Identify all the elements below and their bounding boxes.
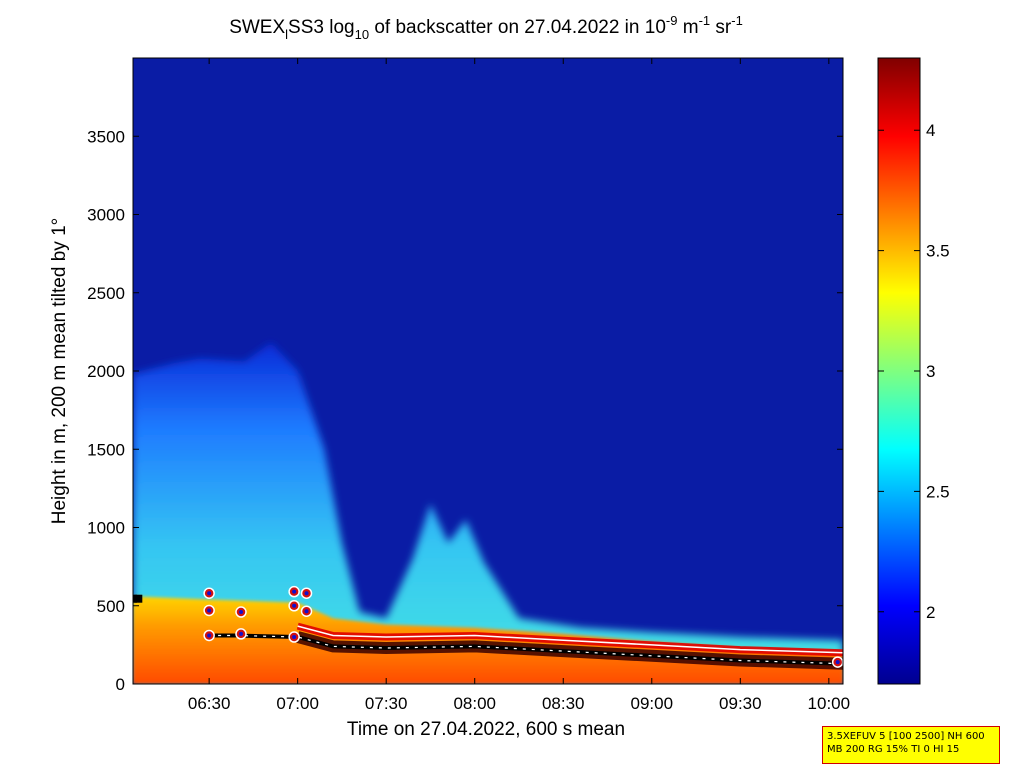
y-axis-label: Height in m, 200 m mean tilted by 1° <box>49 218 70 524</box>
x-tick-label: 09:30 <box>719 694 762 713</box>
colorbar-tick-label: 3 <box>926 362 935 381</box>
x-tick-label: 07:30 <box>365 694 408 713</box>
y-tick-label: 2000 <box>87 362 125 381</box>
x-tick-label: 08:00 <box>453 694 496 713</box>
x-axis: 06:30 07:00 07:30 08:00 08:30 09:00 09:30 10:00 <box>188 58 850 713</box>
detection-point-center <box>207 633 212 638</box>
colorbar-tick-label: 4 <box>926 121 935 140</box>
x-axis-label: Time on 27.04.2022, 600 s mean <box>347 719 625 740</box>
y-tick-label: 3000 <box>87 206 125 225</box>
detection-point-center <box>239 631 244 636</box>
detection-point-center <box>292 603 297 608</box>
info-line-2: MB 200 RG 15% TI 0 HI 15 <box>827 744 960 755</box>
x-tick-label: 08:30 <box>542 694 585 713</box>
info-line-1: 3.5XEFUV 5 [100 2500] NH 600 <box>827 731 985 742</box>
detection-point-center <box>292 589 297 594</box>
y-tick-label: 2500 <box>87 284 125 303</box>
heatmap-plot <box>133 58 843 684</box>
detection-point-center <box>304 591 309 596</box>
detection-point-center <box>239 610 244 615</box>
y-tick-label: 1500 <box>87 440 125 459</box>
detection-point-center <box>207 591 212 596</box>
colorbar <box>877 57 921 685</box>
x-tick-label: 07:00 <box>276 694 319 713</box>
y-tick-label: 0 <box>116 675 125 694</box>
detection-square <box>134 594 143 603</box>
detection-point-center <box>835 660 840 665</box>
colorbar-axis: 2 2.5 3 3.5 4 <box>878 121 950 622</box>
y-axis: 0 500 1000 1500 2000 2500 3000 3500 <box>87 127 843 694</box>
colorbar-tick-label: 3.5 <box>926 242 950 261</box>
cloud-base-line-highlight <box>209 634 843 665</box>
detection-point-center <box>207 608 212 613</box>
detection-point-center <box>292 635 297 640</box>
colorbar-tick-label: 2.5 <box>926 482 950 501</box>
aerosol-layer-area <box>133 342 843 684</box>
x-tick-label: 10:00 <box>808 694 851 713</box>
detection-point-center <box>304 609 309 614</box>
chart-title: SWEXlSS3 log10 of backscatter on 27.04.2… <box>229 13 743 42</box>
colorbar-tick-label: 2 <box>926 603 935 622</box>
y-tick-label: 3500 <box>87 127 125 146</box>
cloud-band-white-line <box>297 625 843 654</box>
x-tick-label: 09:00 <box>631 694 674 713</box>
y-tick-label: 500 <box>97 597 125 616</box>
x-tick-label: 06:30 <box>188 694 231 713</box>
processing-info-box: 3.5XEFUV 5 [100 2500] NH 600 MB 200 RG 1… <box>822 726 1000 764</box>
y-tick-label: 1000 <box>87 519 125 538</box>
